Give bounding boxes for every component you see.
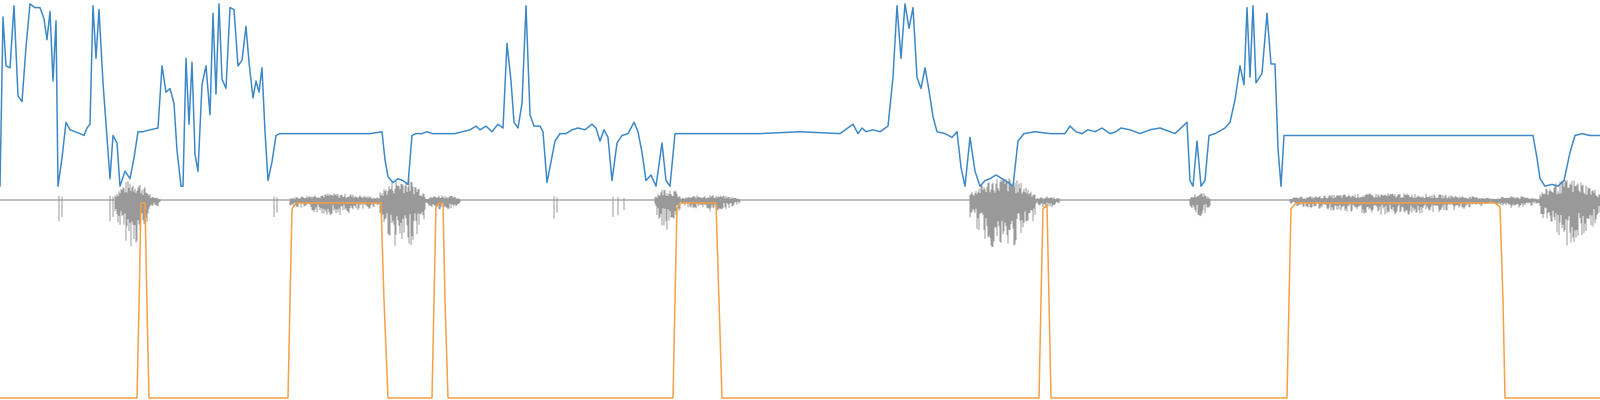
voicing-probability-line	[0, 202, 1600, 399]
waveform-series	[58, 178, 1600, 248]
pitch-contour-line	[0, 3, 1600, 187]
